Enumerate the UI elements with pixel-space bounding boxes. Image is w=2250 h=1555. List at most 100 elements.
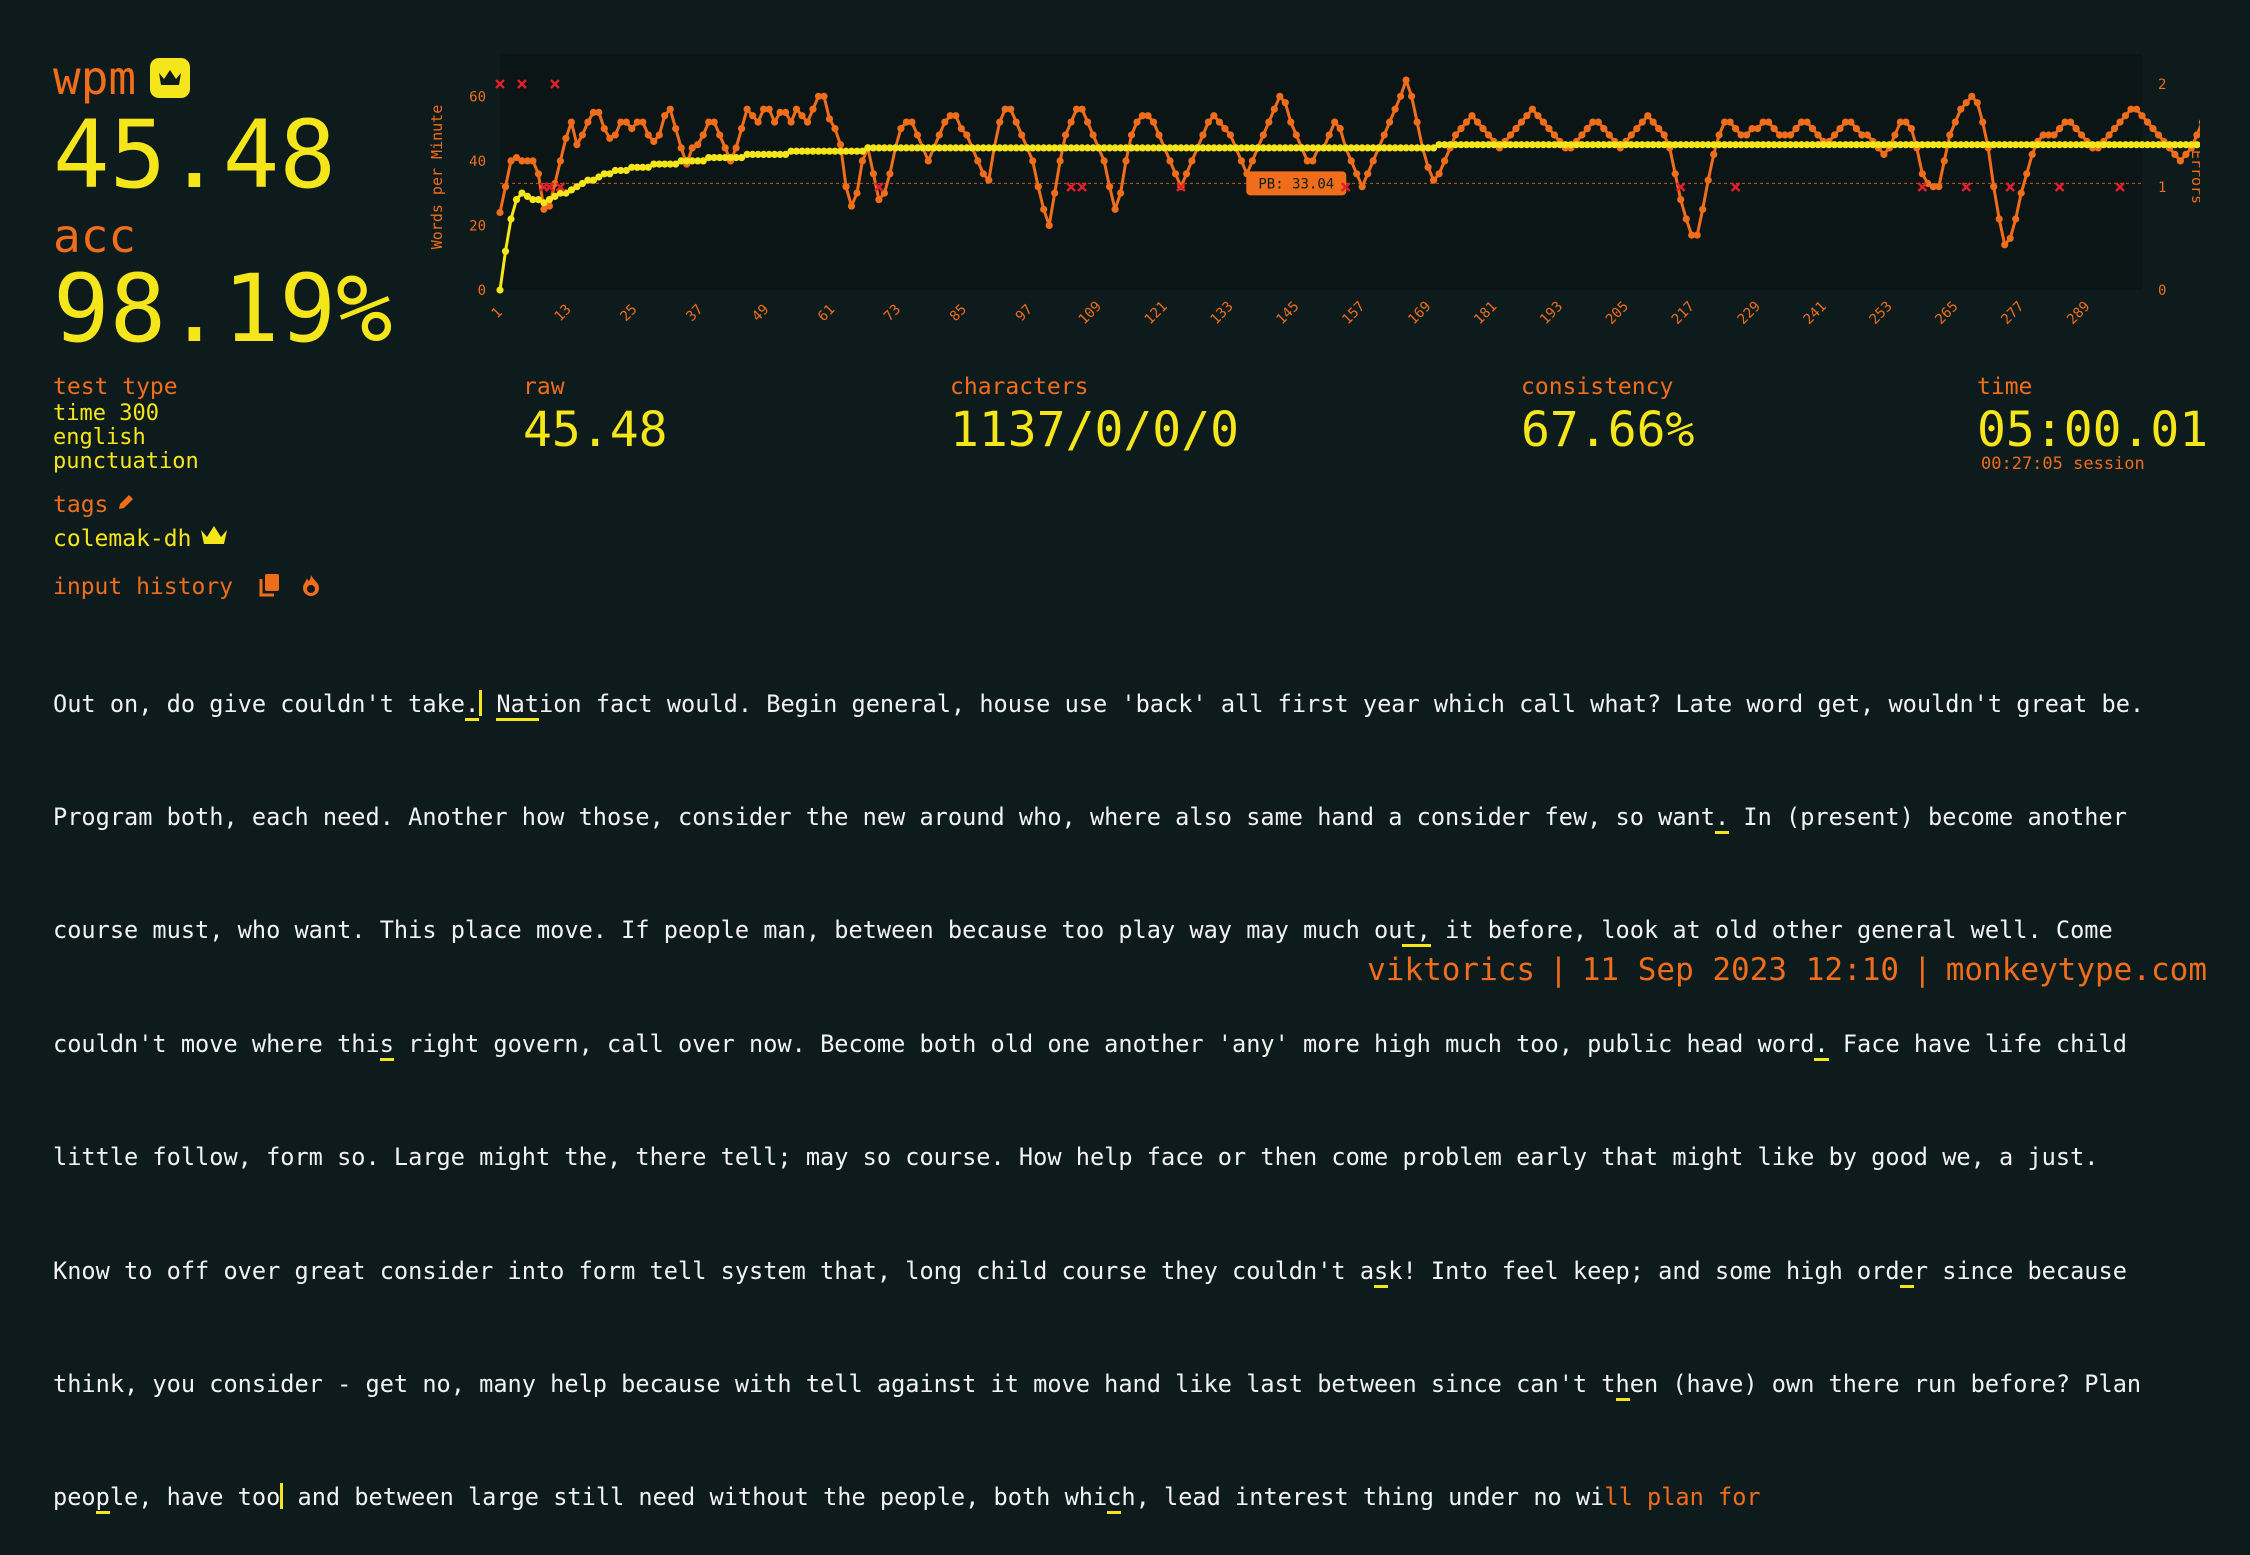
data-point-wpm	[1451, 141, 1460, 149]
data-point-wpm	[1627, 141, 1635, 149]
data-point-raw	[600, 125, 608, 133]
time-label: time	[1977, 374, 2033, 400]
data-point-raw	[1808, 125, 1817, 133]
data-point-raw	[1100, 157, 1108, 165]
x-tick-label: 121	[1142, 299, 1171, 328]
data-point-raw	[1841, 118, 1850, 126]
data-point-wpm	[1803, 141, 1811, 149]
data-point-wpm	[1084, 144, 1092, 152]
data-point-wpm	[661, 160, 669, 168]
data-point-wpm	[1759, 141, 1767, 149]
data-point-wpm	[1578, 141, 1586, 149]
test-type-line: time 300	[53, 401, 159, 426]
data-point-raw	[529, 157, 537, 165]
data-point-raw	[1776, 131, 1784, 139]
data-point-raw	[1578, 131, 1586, 139]
data-point-wpm	[1204, 144, 1212, 152]
data-point-wpm	[924, 144, 932, 152]
error-char: t,	[1402, 916, 1431, 948]
data-point-wpm	[1331, 144, 1339, 152]
data-point-wpm	[2001, 141, 2009, 149]
data-point-wpm	[1298, 144, 1306, 152]
error-mark	[1077, 182, 1087, 192]
data-point-wpm	[1655, 141, 1663, 149]
x-tick-label: 73	[881, 302, 904, 325]
data-point-raw	[2023, 170, 2031, 178]
data-point-raw	[661, 112, 669, 120]
data-point-raw	[1781, 131, 1789, 139]
data-point-wpm	[1441, 141, 1449, 149]
data-point-wpm	[1342, 144, 1350, 152]
data-point-wpm	[683, 157, 691, 165]
data-point-wpm	[1171, 144, 1180, 152]
data-point-wpm	[573, 183, 581, 191]
data-point-wpm	[1397, 144, 1405, 152]
data-point-wpm	[1506, 141, 1515, 149]
data-point-raw	[853, 189, 861, 197]
data-point-wpm	[1781, 141, 1789, 149]
caret	[479, 689, 483, 716]
data-point-raw	[2061, 118, 2069, 126]
data-point-raw	[1655, 125, 1663, 133]
data-point-wpm	[1710, 141, 1718, 149]
copy-icon[interactable]	[259, 573, 281, 601]
data-point-raw	[1737, 131, 1745, 139]
data-point-wpm	[584, 176, 592, 184]
data-point-wpm	[1660, 141, 1668, 149]
data-point-wpm	[897, 144, 905, 152]
characters-value: 1137/0/0/0	[950, 402, 1239, 458]
tag-name: colemak-dh	[53, 526, 192, 552]
data-point-raw	[1506, 131, 1515, 139]
data-point-wpm	[1605, 141, 1613, 149]
history-line: people, have too and between large still…	[53, 1479, 2228, 1517]
data-point-wpm	[2132, 141, 2141, 149]
data-point-raw	[858, 157, 866, 165]
data-point-raw	[803, 118, 812, 126]
error-word: Nat	[496, 689, 539, 721]
footer-separator: |	[1913, 952, 1932, 988]
history-line: Know to off over great consider into for…	[53, 1253, 2228, 1291]
data-point-wpm	[507, 215, 515, 223]
data-point-wpm	[1770, 141, 1778, 149]
data-point-raw	[831, 125, 839, 133]
data-point-raw	[628, 125, 636, 133]
data-point-raw	[595, 108, 603, 116]
data-point-wpm	[886, 144, 894, 152]
data-point-raw	[1182, 170, 1191, 178]
data-point-wpm	[853, 147, 861, 155]
data-point-wpm	[1638, 141, 1646, 149]
data-point-raw	[1133, 118, 1141, 126]
data-point-raw	[2006, 234, 2014, 242]
data-point-wpm	[1682, 141, 1690, 149]
crown-icon	[150, 58, 191, 98]
burst-heatmap-icon[interactable]	[299, 573, 323, 601]
data-point-raw	[1149, 118, 1158, 126]
data-point-wpm	[1023, 144, 1031, 152]
wpm-label-row: wpm	[53, 48, 393, 108]
data-point-raw	[902, 118, 910, 126]
data-point-raw	[1265, 118, 1273, 126]
data-point-raw	[1402, 76, 1410, 84]
edit-tags-icon[interactable]	[116, 492, 136, 518]
data-point-raw	[985, 176, 993, 184]
error-mark	[555, 182, 566, 192]
data-point-raw	[1968, 92, 1976, 100]
data-point-wpm	[1677, 141, 1685, 149]
data-point-wpm	[1924, 141, 1932, 149]
footer-site[interactable]: monkeytype.com	[1945, 952, 2207, 988]
x-tick-label: 109	[1076, 299, 1105, 328]
data-point-raw	[1918, 170, 1926, 178]
data-point-raw	[1473, 118, 1482, 126]
data-point-wpm	[996, 144, 1004, 152]
data-point-raw	[1957, 105, 1965, 113]
data-point-wpm	[1979, 141, 1987, 149]
footer-user[interactable]: viktorics	[1367, 952, 1536, 988]
data-point-raw	[1902, 118, 1910, 126]
data-point-wpm	[1957, 141, 1965, 149]
data-point-wpm	[628, 163, 636, 171]
data-point-raw	[1792, 125, 1800, 133]
data-point-wpm	[622, 166, 630, 175]
data-point-raw	[743, 105, 751, 113]
error-char: h	[1615, 1369, 1630, 1401]
data-point-raw	[1743, 131, 1751, 139]
